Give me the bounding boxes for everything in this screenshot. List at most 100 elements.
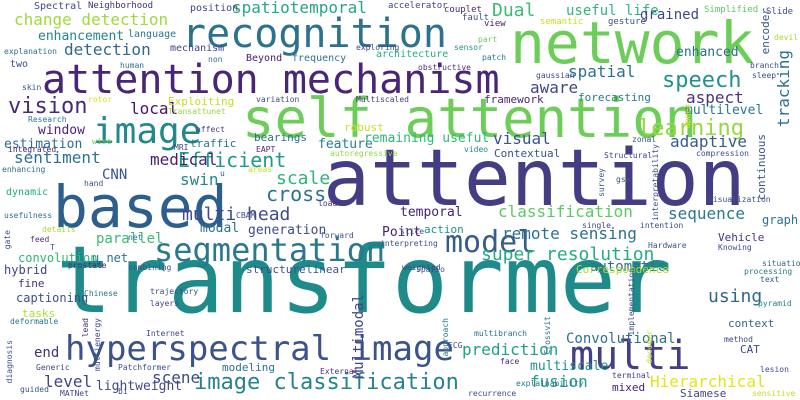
word-cloud-word: useful life [566, 3, 659, 19]
word-cloud-word: traffic [190, 137, 237, 150]
word-cloud-word: Multimodal [351, 294, 367, 379]
word-cloud-word: obstructive [418, 63, 471, 72]
word-cloud-word: areas [248, 165, 273, 174]
word-cloud-word: Hardware [648, 241, 687, 250]
word-cloud-word: visual [493, 129, 551, 148]
word-cloud-word: situation [762, 259, 800, 268]
word-cloud-word: mixed [612, 381, 646, 394]
word-cloud-word: interpretability [651, 144, 660, 222]
word-cloud-word: part [478, 35, 498, 44]
word-cloud-word: fusion [530, 372, 588, 391]
word-cloud-word: Point [382, 225, 422, 240]
word-cloud-word: Beyond [246, 53, 283, 64]
word-cloud-word: spatial [568, 62, 636, 81]
word-cloud-word: non [208, 55, 223, 64]
word-cloud-word: forward [320, 231, 354, 240]
word-cloud-word: weighted [402, 263, 441, 272]
word-cloud-word: dynamic [6, 187, 49, 198]
word-cloud-word: window [38, 123, 85, 138]
word-cloud-word: modal [200, 221, 240, 236]
word-cloud-word: lightweight [96, 379, 183, 394]
word-cloud-word: branch [750, 61, 779, 70]
word-cloud-word: hand [84, 179, 104, 188]
word-cloud-word: Efficient [178, 148, 287, 172]
word-cloud-word: External [320, 367, 359, 376]
word-cloud-word: feed [30, 235, 50, 244]
word-cloud-word: Slide [766, 7, 794, 17]
word-cloud-word: multibranch [474, 329, 527, 338]
word-cloud-word: tasks [22, 307, 56, 320]
word-cloud-word: Neighborhood [88, 1, 154, 11]
word-cloud-word: Convolutional [566, 331, 676, 347]
word-cloud-word: compression [696, 149, 749, 158]
word-cloud-word: human [120, 61, 145, 70]
word-cloud-word: view [484, 19, 506, 29]
word-cloud-word: Research [28, 115, 67, 124]
word-cloud-word: encoder [759, 8, 772, 55]
word-cloud-word: structure [246, 263, 306, 276]
word-cloud-word: architecture [376, 49, 449, 60]
word-cloud-word: network [510, 9, 755, 77]
word-cloud-word: Exploiting [168, 95, 235, 108]
word-cloud-word: attention mechanism [42, 57, 500, 103]
word-cloud-word: using [708, 286, 763, 307]
word-cloud-word: couplet [444, 5, 482, 15]
word-cloud-word: two [10, 59, 29, 70]
word-cloud-word: attention [323, 134, 746, 224]
word-cloud-word: T [50, 243, 55, 252]
word-cloud-word: CNN [102, 167, 128, 183]
word-cloud-word: fine [18, 277, 45, 290]
word-cloud-word: multiscale [530, 359, 609, 374]
word-cloud-word: temporal [400, 205, 463, 220]
word-cloud-word: intention [640, 221, 684, 230]
word-cloud-word: fault [462, 13, 490, 23]
word-cloud-word: Structural [604, 151, 653, 160]
word-cloud-word: guided [20, 385, 49, 394]
word-cloud-word: zonal [632, 135, 657, 144]
word-cloud-word: sensor [454, 43, 483, 52]
word-cloud-word: sleep [752, 71, 777, 80]
word-cloud-word: graph [762, 213, 799, 227]
word-cloud-word: based [53, 173, 228, 241]
word-cloud-word: mechanism [170, 43, 225, 54]
word-cloud-word: u [220, 169, 225, 178]
word-cloud-word: segmentation [154, 231, 386, 269]
word-cloud-word: swin [180, 170, 219, 189]
word-cloud-word: slice [400, 227, 425, 236]
word-cloud-word: learning [638, 116, 744, 141]
word-cloud-word: vision [8, 94, 88, 119]
word-cloud-word: Generic [36, 363, 70, 372]
word-cloud-word: bearings [254, 131, 307, 144]
word-cloud-word: scale [276, 168, 331, 189]
word-cloud-word: text [760, 275, 780, 284]
word-cloud-word: patch [482, 53, 507, 62]
word-cloud-word: multi head [182, 204, 291, 225]
word-cloud-word: deformable [10, 317, 59, 326]
word-cloud-word: position [190, 3, 239, 14]
word-cloud-word: Multiscaled [356, 95, 409, 104]
word-cloud-word: recognition [182, 11, 447, 57]
word-cloud-word: cross [266, 182, 327, 206]
word-cloud-word: grained [640, 7, 700, 23]
word-cloud-word: layers [150, 299, 179, 308]
word-cloud-word: combining [128, 263, 172, 272]
word-cloud-word: visualization [708, 195, 771, 204]
word-cloud-word: net [128, 233, 143, 242]
word-cloud-word: Spectral [34, 1, 83, 12]
word-cloud-word: hyperspectral image [65, 329, 454, 369]
word-cloud-word: classification [498, 202, 633, 221]
word-cloud-word: scene [152, 368, 201, 387]
word-cloud-word: autoregressive [330, 149, 398, 158]
word-cloud-word: action [424, 223, 464, 236]
word-cloud-word: load [318, 199, 338, 208]
word-cloud-word: terminal [612, 371, 651, 380]
word-cloud-word: aspect [686, 88, 744, 107]
word-cloud-word: usefulness [4, 211, 53, 220]
word-cloud-word: accelerator [388, 1, 448, 11]
word-cloud-word: Correspondence [576, 263, 669, 276]
word-cloud-word: CBAM [236, 211, 256, 220]
word-cloud-word: language [128, 29, 177, 40]
word-cloud-word: Transattunet [168, 107, 226, 116]
word-cloud-word: Patchformer [118, 363, 171, 372]
word-cloud-word: implementation [627, 268, 636, 336]
